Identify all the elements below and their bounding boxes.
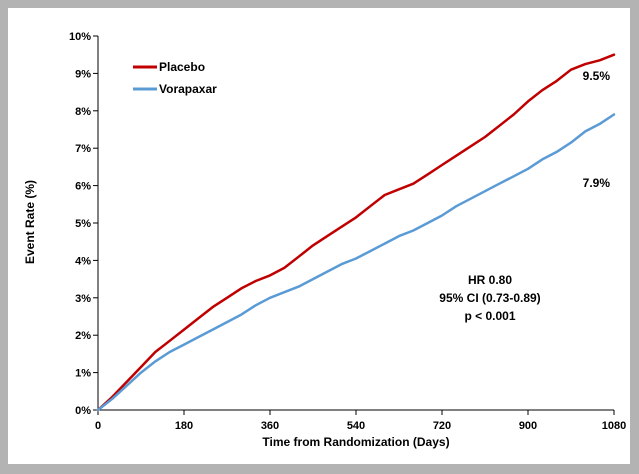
end-label-vorapaxar: 7.9% <box>583 176 611 190</box>
y-tick-label: 3% <box>75 293 91 305</box>
hazard-ratio-text: HR 0.80 <box>468 273 512 287</box>
y-tick-label: 9% <box>75 68 91 80</box>
series-line-vorapaxar <box>96 113 616 412</box>
x-tick-label: 0 <box>95 420 101 432</box>
y-tick-label: 10% <box>69 31 91 43</box>
stats-annotation: HR 0.80 95% CI (0.73-0.89) p < 0.001 <box>439 273 540 323</box>
x-tick-label: 540 <box>347 420 365 432</box>
y-tick-label: 4% <box>75 255 91 267</box>
y-tick-label: 8% <box>75 106 91 118</box>
x-axis-ticks: 0 180 360 540 720 900 1080 <box>95 410 626 432</box>
x-tick-label: 720 <box>433 420 451 432</box>
end-label-placebo: 9.5% <box>583 69 611 83</box>
x-tick-label: 180 <box>175 420 193 432</box>
y-axis-title: Event Rate (%) <box>23 180 37 264</box>
series-line-placebo <box>96 53 616 412</box>
y-tick-label: 7% <box>75 143 91 155</box>
y-axis-ticks: 0% 1% 2% 3% 4% 5% 6% 7% 8% 9% 10% <box>69 31 98 417</box>
y-tick-label: 2% <box>75 330 91 342</box>
legend-label-placebo: Placebo <box>159 60 205 74</box>
y-tick-label: 5% <box>75 218 91 230</box>
chart-frame: 0% 1% 2% 3% 4% 5% 6% 7% 8% 9% 10% 0 180 360 540 720 900… <box>8 8 630 464</box>
legend: Placebo Vorapaxar <box>133 60 217 96</box>
y-tick-label: 1% <box>75 368 91 380</box>
legend-label-vorapaxar: Vorapaxar <box>159 82 217 96</box>
x-axis-title: Time from Randomization (Days) <box>262 435 449 449</box>
event-rate-chart: 0% 1% 2% 3% 4% 5% 6% 7% 8% 9% 10% 0 180 360 540 720 900… <box>23 31 626 449</box>
y-tick-label: 6% <box>75 181 91 193</box>
confidence-interval-text: 95% CI (0.73-0.89) <box>439 291 540 305</box>
y-tick-label: 0% <box>75 405 91 417</box>
x-tick-label: 360 <box>261 420 279 432</box>
x-tick-label: 900 <box>519 420 537 432</box>
p-value-text: p < 0.001 <box>464 309 515 323</box>
series-lines <box>96 53 616 412</box>
x-tick-label: 1080 <box>602 420 626 432</box>
